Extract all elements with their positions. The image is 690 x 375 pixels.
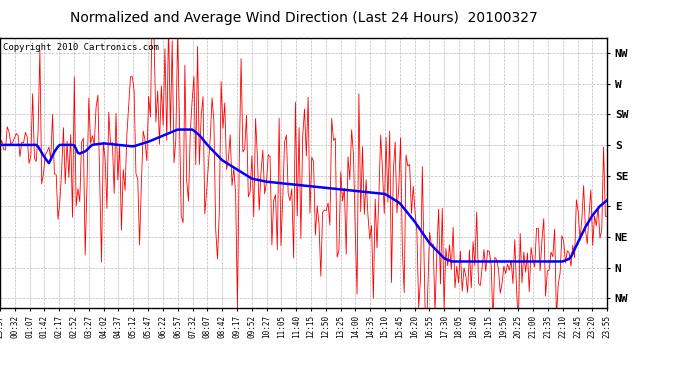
Text: Normalized and Average Wind Direction (Last 24 Hours)  20100327: Normalized and Average Wind Direction (L… [70, 11, 538, 25]
Text: Copyright 2010 Cartronics.com: Copyright 2010 Cartronics.com [3, 43, 159, 52]
